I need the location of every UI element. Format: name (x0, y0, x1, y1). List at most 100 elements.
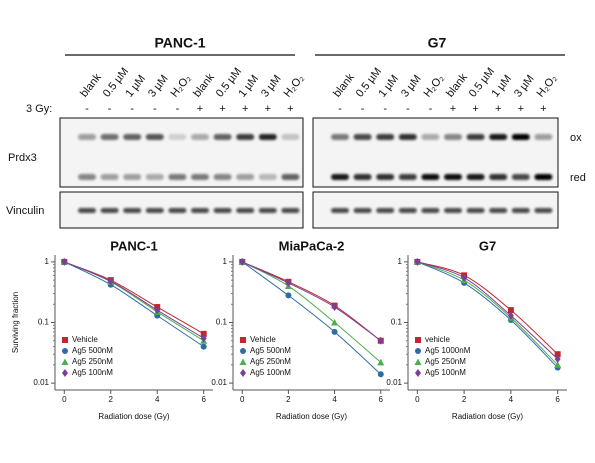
band (353, 208, 372, 213)
band (534, 208, 553, 213)
x-tick-label: 0 (62, 395, 67, 404)
band (511, 134, 530, 140)
band (213, 174, 232, 180)
legend-marker (62, 369, 68, 377)
legend-marker (240, 348, 246, 354)
irradiation-sign: - (130, 103, 134, 115)
band (213, 208, 232, 213)
lane-label: blank (78, 71, 104, 100)
legend-label: Ag5 250nM (250, 357, 291, 366)
series-line (417, 261, 558, 360)
band (466, 208, 485, 213)
legend-marker (62, 348, 68, 354)
row-label: Prdx3 (8, 152, 37, 164)
y-tick-label: 1 (398, 257, 403, 266)
series-line (64, 261, 204, 342)
irradiation-sign: - (429, 103, 433, 115)
x-tick-label: 6 (555, 395, 560, 404)
legend-marker (240, 369, 246, 377)
y-tick-label: 0.1 (38, 318, 50, 327)
band (534, 174, 553, 180)
band (78, 134, 96, 140)
band (421, 134, 440, 140)
marker (285, 278, 292, 287)
band (258, 174, 277, 180)
band (511, 208, 530, 213)
legend-marker (61, 358, 69, 365)
irradiation-sign: + (450, 103, 456, 115)
irradiation-sign: + (518, 103, 524, 115)
band (466, 134, 485, 140)
band (466, 174, 485, 180)
panel-title: G7 (428, 35, 447, 51)
x-tick-label: 2 (109, 395, 114, 404)
band (123, 134, 142, 140)
legend-marker (239, 358, 247, 365)
chart-title: MiaPaCa-2 (279, 238, 345, 253)
y-tick-label: 0.01 (211, 378, 227, 387)
band (191, 134, 209, 140)
series-line (241, 261, 382, 375)
marker (331, 303, 338, 312)
band (78, 174, 96, 180)
band (145, 134, 164, 140)
band (78, 208, 96, 213)
band (376, 208, 395, 213)
series-line (242, 261, 382, 342)
legend-label: vehicle (425, 335, 450, 344)
marker (414, 257, 421, 266)
band (331, 174, 349, 180)
irradiation-sign: + (242, 103, 248, 115)
band (398, 174, 417, 180)
lane-label: 3 µM (146, 73, 171, 100)
band-label: red (570, 172, 586, 184)
band (168, 208, 187, 213)
y-tick-label: 0.01 (33, 378, 49, 387)
band (331, 208, 349, 213)
legend-label: Ag5 100nM (250, 368, 291, 377)
marker (377, 336, 384, 345)
lane-label: blank (331, 71, 357, 100)
band (281, 134, 300, 140)
x-axis-label: Radiation dose (Gy) (98, 412, 169, 421)
x-tick-label: 6 (201, 395, 206, 404)
x-axis-label: Radiation dose (Gy) (276, 412, 347, 421)
band (534, 134, 553, 140)
band (281, 208, 300, 213)
irradiation-sign: + (219, 103, 225, 115)
band (421, 208, 440, 213)
y-tick-label: 0.01 (386, 378, 402, 387)
lane-label: blank (444, 71, 470, 100)
band (376, 174, 395, 180)
irradiation-sign: - (176, 103, 180, 115)
x-tick-label: 0 (415, 395, 420, 404)
legend-marker (62, 337, 68, 343)
band (168, 174, 187, 180)
legend-label: Ag5 100nM (425, 368, 466, 377)
series-line (242, 261, 382, 363)
band (236, 174, 255, 180)
y-axis-label: Surviving fraction (11, 292, 20, 353)
band (191, 208, 209, 213)
irradiation-sign: - (361, 103, 365, 115)
band (100, 174, 119, 180)
series-line (242, 261, 382, 342)
irradiation-sign: - (406, 103, 410, 115)
lane-label: 3 µM (399, 73, 424, 100)
y-tick-label: 1 (45, 257, 50, 266)
band (489, 174, 508, 180)
band (123, 208, 142, 213)
irradiation-label: 3 Gy: (26, 103, 52, 115)
band (236, 208, 255, 213)
legend-label: Ag5 500nM (72, 346, 113, 355)
irradiation-sign: - (383, 103, 387, 115)
panel-title: PANC-1 (154, 35, 205, 51)
irradiation-sign: + (287, 103, 293, 115)
band (398, 134, 417, 140)
series-line (64, 261, 204, 339)
marker (200, 343, 207, 350)
band (236, 134, 255, 140)
band (258, 134, 277, 140)
band (168, 134, 187, 140)
